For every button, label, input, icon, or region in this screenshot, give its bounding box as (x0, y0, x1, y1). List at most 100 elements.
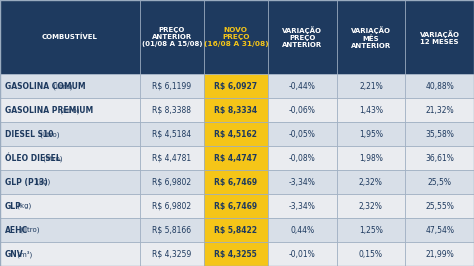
Bar (140, 218, 204, 242)
Text: (kg): (kg) (15, 203, 31, 209)
Text: -0,08%: -0,08% (289, 154, 316, 163)
Text: (litro): (litro) (18, 227, 39, 233)
Text: GNV: GNV (5, 250, 23, 259)
Bar (337, 146, 405, 170)
Text: 2,32%: 2,32% (359, 178, 383, 187)
Text: R$ 5,8166: R$ 5,8166 (152, 226, 191, 235)
Bar (0, 242, 140, 266)
Bar (0, 146, 140, 170)
Bar (0, 122, 140, 146)
Text: 1,43%: 1,43% (359, 106, 383, 115)
Bar (268, 194, 337, 218)
Bar (337, 74, 405, 98)
Bar (204, 0, 268, 74)
Bar (0, 98, 140, 122)
Text: -0,44%: -0,44% (289, 82, 316, 91)
Text: 1,25%: 1,25% (359, 226, 383, 235)
Bar (337, 122, 405, 146)
Bar (405, 98, 474, 122)
Bar (337, 218, 405, 242)
Bar (140, 146, 204, 170)
Bar (204, 74, 268, 98)
Text: (kg): (kg) (35, 179, 51, 185)
Text: GASOLINA PREMIUM: GASOLINA PREMIUM (5, 106, 93, 115)
Text: VARIAÇÃO
MÊS
ANTERIOR: VARIAÇÃO MÊS ANTERIOR (351, 26, 391, 49)
Text: GLP (P13) (kg): GLP (P13) (kg) (5, 179, 57, 185)
Text: ÓLEO DIESEL (litro): ÓLEO DIESEL (litro) (5, 154, 74, 162)
Text: (m³): (m³) (15, 250, 32, 258)
Bar (204, 98, 268, 122)
Text: 1,95%: 1,95% (359, 130, 383, 139)
Text: 47,54%: 47,54% (425, 226, 454, 235)
Bar (140, 122, 204, 146)
Text: GASOLINA PREMIUM (litro): GASOLINA PREMIUM (litro) (5, 107, 100, 114)
Text: 21,32%: 21,32% (425, 106, 454, 115)
Text: R$ 4,3259: R$ 4,3259 (152, 250, 191, 259)
Text: COMBUSTÍVEL: COMBUSTÍVEL (42, 34, 98, 40)
Bar (405, 122, 474, 146)
Bar (337, 98, 405, 122)
Text: R$ 6,7469: R$ 6,7469 (214, 178, 257, 187)
Bar (405, 74, 474, 98)
Bar (0, 74, 140, 98)
Text: AEHC (litro): AEHC (litro) (5, 227, 47, 233)
Bar (405, 0, 474, 74)
Bar (405, 194, 474, 218)
Text: 25,55%: 25,55% (425, 202, 454, 211)
Text: 25,5%: 25,5% (428, 178, 452, 187)
Text: R$ 4,5162: R$ 4,5162 (214, 130, 257, 139)
Text: -3,34%: -3,34% (289, 202, 316, 211)
Text: -3,34%: -3,34% (289, 178, 316, 187)
Text: PREÇO
ANTERIOR
(01/08 A 15/08): PREÇO ANTERIOR (01/08 A 15/08) (142, 27, 202, 48)
Bar (140, 98, 204, 122)
Bar (0, 0, 140, 74)
Text: R$ 8,3334: R$ 8,3334 (214, 106, 257, 115)
Text: (litro): (litro) (57, 107, 79, 114)
Text: GASOLINA COMUM (litro): GASOLINA COMUM (litro) (5, 83, 95, 90)
Bar (204, 122, 268, 146)
Text: 1,98%: 1,98% (359, 154, 383, 163)
Text: GLP: GLP (5, 202, 22, 211)
Bar (140, 0, 204, 74)
Text: R$ 6,0927: R$ 6,0927 (214, 82, 257, 91)
Text: R$ 6,1199: R$ 6,1199 (152, 82, 191, 91)
Text: 2,21%: 2,21% (359, 82, 383, 91)
Bar (268, 146, 337, 170)
Bar (140, 170, 204, 194)
Text: (litro): (litro) (41, 155, 63, 161)
Bar (405, 146, 474, 170)
Text: 35,58%: 35,58% (425, 130, 454, 139)
Text: R$ 6,7469: R$ 6,7469 (214, 202, 257, 211)
Bar (337, 0, 405, 74)
Bar (140, 74, 204, 98)
Bar (268, 170, 337, 194)
Text: VARIAÇÃO
12 MESES: VARIAÇÃO 12 MESES (419, 30, 460, 45)
Text: 0,15%: 0,15% (359, 250, 383, 259)
Text: -0,01%: -0,01% (289, 250, 316, 259)
Text: -0,06%: -0,06% (289, 106, 316, 115)
Text: R$ 5,8422: R$ 5,8422 (214, 226, 257, 235)
Text: 21,99%: 21,99% (425, 250, 454, 259)
Bar (405, 170, 474, 194)
Text: R$ 4,3255: R$ 4,3255 (214, 250, 257, 259)
Text: VARIAÇÃO
PREÇO
ANTERIOR: VARIAÇÃO PREÇO ANTERIOR (282, 26, 322, 48)
Bar (204, 242, 268, 266)
Text: GLP (P13): GLP (P13) (5, 178, 47, 187)
Bar (140, 242, 204, 266)
Bar (268, 98, 337, 122)
Bar (204, 170, 268, 194)
Bar (405, 218, 474, 242)
Bar (268, 74, 337, 98)
Text: R$ 8,3388: R$ 8,3388 (152, 106, 191, 115)
Text: R$ 6,9802: R$ 6,9802 (152, 178, 191, 187)
Bar (405, 242, 474, 266)
Bar (140, 194, 204, 218)
Text: GLP (kg): GLP (kg) (5, 203, 36, 209)
Text: 0,44%: 0,44% (290, 226, 314, 235)
Bar (268, 218, 337, 242)
Text: NOVO
PREÇO
(16/08 A 31/08): NOVO PREÇO (16/08 A 31/08) (203, 27, 268, 48)
Bar (0, 170, 140, 194)
Bar (204, 194, 268, 218)
Bar (337, 194, 405, 218)
Text: ÓLEO DIESEL: ÓLEO DIESEL (5, 154, 61, 163)
